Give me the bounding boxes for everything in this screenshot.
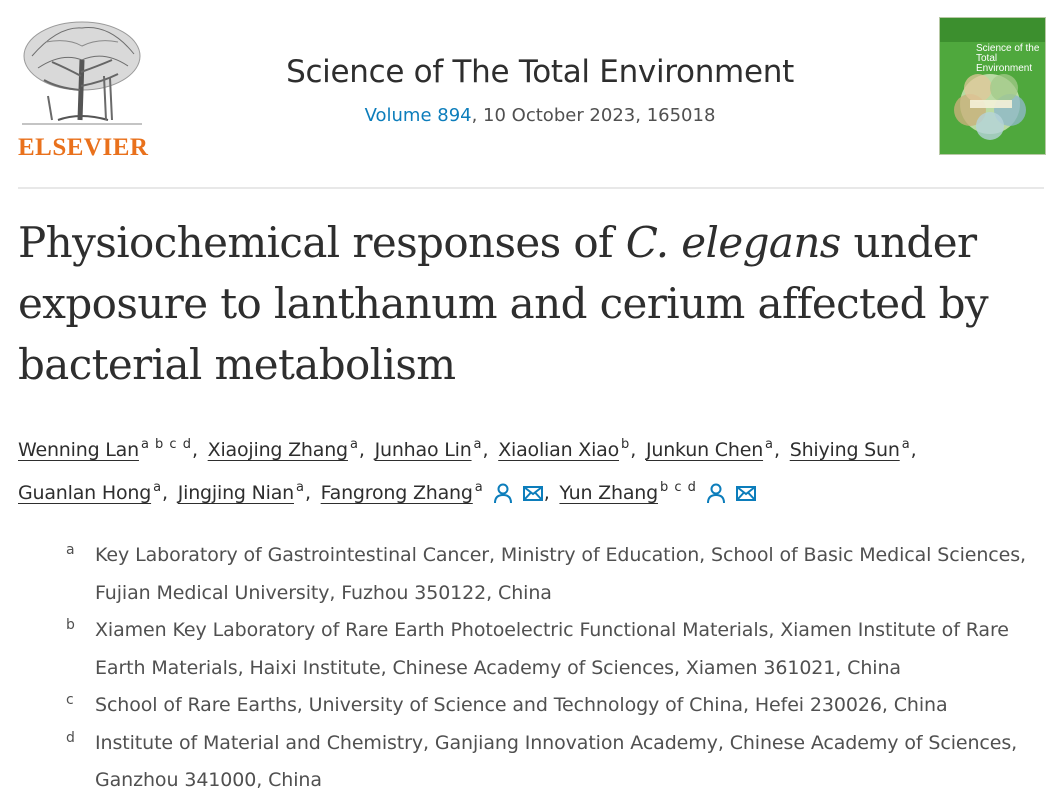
author-separator: , bbox=[630, 439, 637, 461]
affiliation-text: Institute of Material and Chemistry, Gan… bbox=[95, 731, 1018, 792]
journal-title[interactable]: Science of The Total Environment bbox=[286, 54, 794, 90]
envelope-icon[interactable] bbox=[735, 479, 757, 517]
publisher-name: ELSEVIER bbox=[18, 134, 149, 161]
author-separator: , bbox=[304, 482, 311, 504]
author-separator: , bbox=[162, 482, 168, 504]
affiliation-list: a Key Laboratory of Gastrointestinal Canc… bbox=[66, 537, 1056, 800]
author-affiliation-marks: a bbox=[473, 437, 483, 452]
journal-meta: Volume 894, 10 October 2023, 165018 bbox=[150, 104, 930, 128]
author: Wenning Lan a b c d, bbox=[18, 437, 202, 461]
envelope-icon[interactable] bbox=[522, 479, 544, 517]
author: Xiaojing Zhang a, bbox=[207, 437, 369, 461]
person-icon[interactable] bbox=[705, 479, 727, 517]
species-name: C. elegans bbox=[625, 218, 842, 267]
author-name-link[interactable]: Wenning Lan bbox=[18, 439, 139, 461]
author-separator: , bbox=[774, 439, 780, 461]
author: Yun Zhang b c d bbox=[559, 480, 756, 504]
cover-title: Science of the Total Environment bbox=[976, 43, 1040, 74]
author: Xiaolian Xiao b, bbox=[498, 437, 640, 461]
author-affiliation-marks: a bbox=[765, 437, 775, 452]
author-separator: , bbox=[191, 439, 198, 461]
header-divider bbox=[18, 187, 1044, 189]
author: Jingjing Nian a, bbox=[177, 480, 315, 504]
author: Guanlan Hong a, bbox=[18, 480, 172, 504]
author-affiliation-marks: a bbox=[153, 480, 163, 495]
author-name-link[interactable]: Junhao Lin bbox=[374, 439, 472, 461]
author-separator: , bbox=[543, 482, 550, 504]
elsevier-logo[interactable]: ELSEVIER bbox=[18, 16, 148, 161]
affiliation-label: b bbox=[66, 617, 75, 633]
affiliation-label: a bbox=[66, 542, 75, 558]
affiliation-item: c School of Rare Earths, University of Sc… bbox=[66, 687, 1056, 725]
author-affiliation-marks: a bbox=[901, 437, 911, 452]
affiliation-text: Xiamen Key Laboratory of Rare Earth Phot… bbox=[95, 619, 1009, 679]
affiliation-label: c bbox=[66, 692, 74, 708]
author-separator: , bbox=[910, 439, 917, 461]
affiliation-item: d Institute of Material and Chemistry, Ga… bbox=[66, 725, 1056, 800]
journal-cover[interactable]: Science of the Total Environment bbox=[939, 17, 1046, 155]
author-affiliation-marks: a b c d bbox=[140, 437, 192, 452]
affiliation-item: b Xiamen Key Laboratory of Rare Earth Pho… bbox=[66, 612, 1056, 687]
author-affiliation-marks: b c d bbox=[659, 480, 697, 495]
author-name-link[interactable]: Guanlan Hong bbox=[18, 482, 152, 504]
author-affiliation-marks: a bbox=[296, 480, 305, 495]
author-name-link[interactable]: Yun Zhang bbox=[559, 482, 658, 504]
issue-info: , 10 October 2023, 165018 bbox=[471, 105, 716, 126]
author: Junkun Chen a, bbox=[645, 437, 784, 461]
affiliation-item: a Key Laboratory of Gastrointestinal Canc… bbox=[66, 537, 1056, 612]
article-title: Physiochemical responses of C. elegans u… bbox=[18, 218, 989, 389]
author-separator: , bbox=[358, 439, 365, 461]
author-affiliation-marks: a bbox=[349, 437, 359, 452]
author: Fangrong Zhang a, bbox=[320, 480, 554, 504]
affiliation-text: Key Laboratory of Gastrointestinal Cance… bbox=[95, 544, 1026, 604]
affiliation-text: School of Rare Earths, University of Sci… bbox=[95, 694, 948, 716]
author-separator: , bbox=[482, 439, 489, 461]
author: Shiying Sun a, bbox=[789, 437, 921, 461]
affiliation-label: d bbox=[66, 729, 75, 746]
author-name-link[interactable]: Junkun Chen bbox=[645, 439, 764, 461]
author: Junhao Lin a, bbox=[374, 437, 493, 461]
author-list: Wenning Lan a b c d, Xiaojing Zhang a, Jun… bbox=[18, 426, 1053, 517]
author-affiliation-marks: b bbox=[621, 437, 631, 452]
elsevier-tree-icon bbox=[22, 21, 142, 125]
author-name-link[interactable]: Fangrong Zhang bbox=[320, 482, 473, 504]
person-icon[interactable] bbox=[492, 479, 514, 517]
author-name-link[interactable]: Xiaolian Xiao bbox=[498, 439, 620, 461]
volume-link[interactable]: Volume 894 bbox=[364, 105, 472, 126]
cover-artwork bbox=[940, 18, 1045, 154]
author-name-link[interactable]: Xiaojing Zhang bbox=[207, 439, 348, 461]
author-name-link[interactable]: Shiying Sun bbox=[789, 439, 900, 461]
author-affiliation-marks: a bbox=[474, 480, 484, 495]
author-name-link[interactable]: Jingjing Nian bbox=[177, 482, 294, 504]
